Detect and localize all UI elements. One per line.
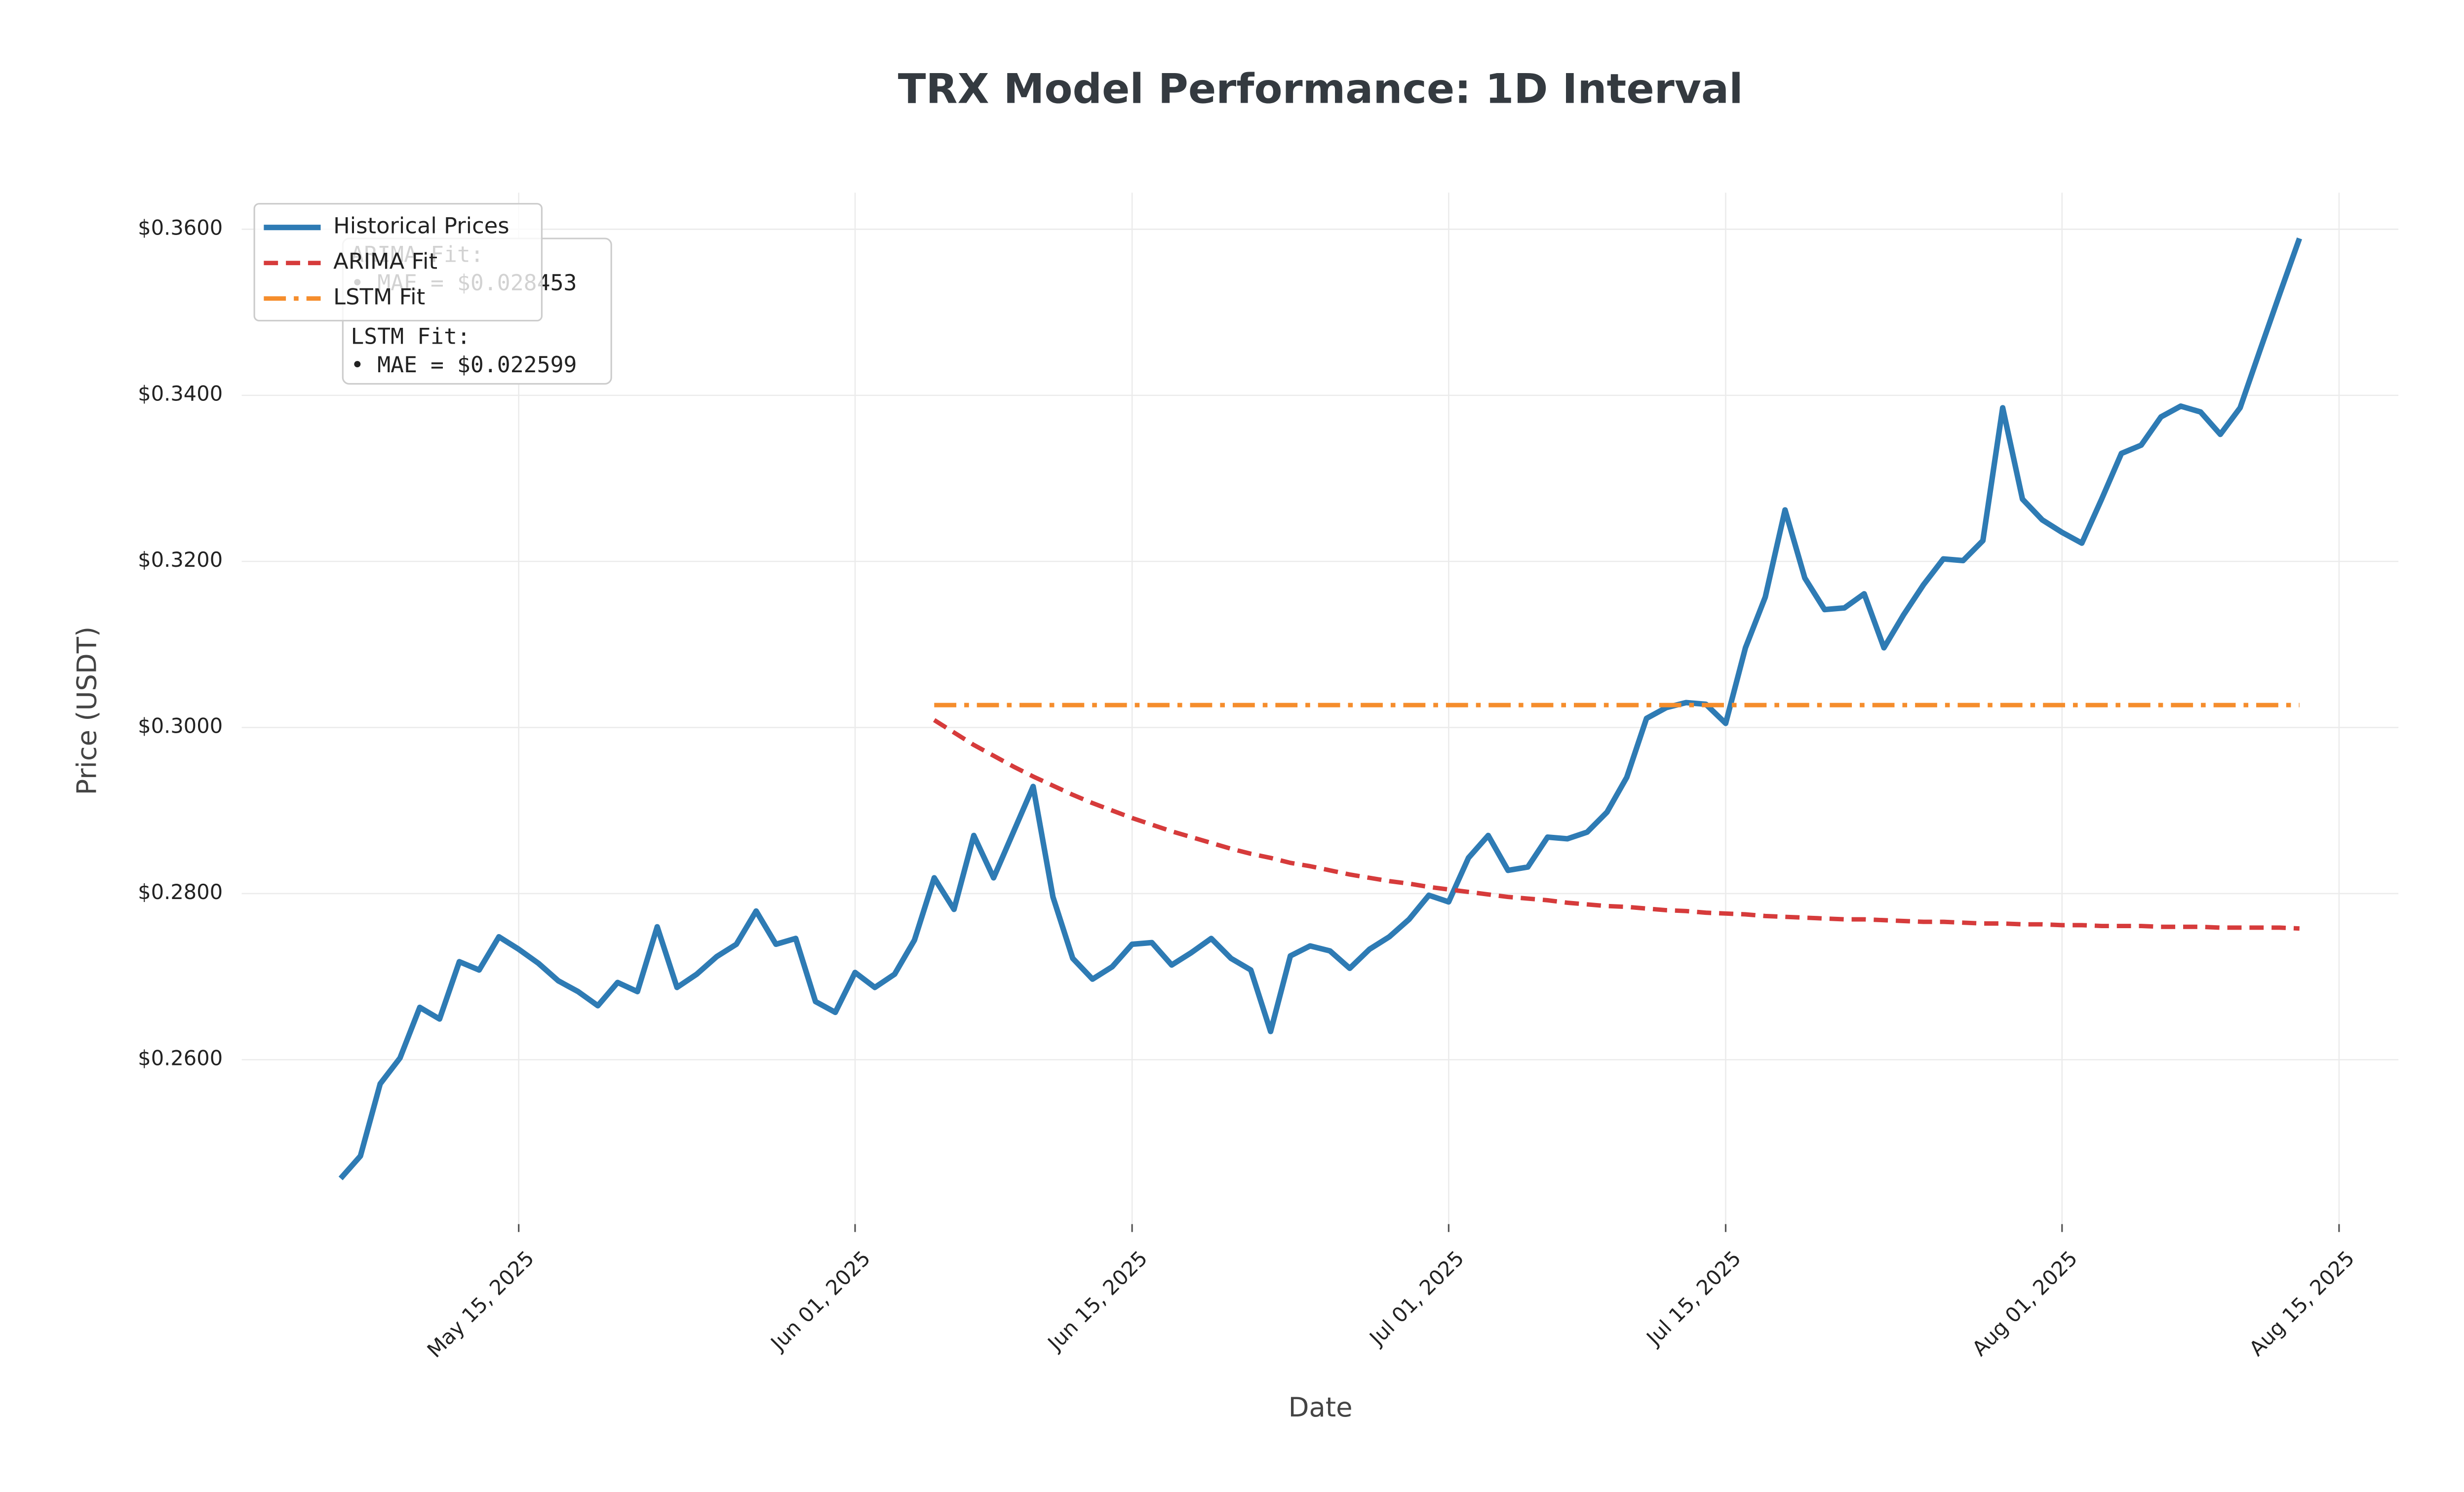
y-tick-label: $0.2600 bbox=[138, 1046, 223, 1070]
x-tick-label: Jul 15, 2025 bbox=[1641, 1246, 1746, 1351]
series-line bbox=[933, 718, 2300, 931]
y-tick-label: $0.3400 bbox=[138, 382, 223, 406]
x-tick-label: Jul 01, 2025 bbox=[1364, 1246, 1469, 1351]
y-tick-label: $0.3000 bbox=[138, 714, 223, 738]
chart-title: TRX Model Performance: 1D Interval bbox=[898, 65, 1743, 113]
legend-label: Historical Prices bbox=[333, 213, 509, 239]
x-tick-label: Aug 01, 2025 bbox=[1967, 1246, 2082, 1361]
y-axis-label: Price (USDT) bbox=[71, 627, 102, 795]
legend-label: ARIMA Fit bbox=[333, 248, 437, 275]
y-tick-label: $0.2800 bbox=[138, 880, 223, 904]
legend: Historical Prices ARIMA Fit LSTM Fit bbox=[253, 203, 543, 322]
x-axis-label: Date bbox=[1289, 1392, 1353, 1423]
x-tick-label: Jun 15, 2025 bbox=[1042, 1246, 1152, 1356]
y-tick-label: $0.3200 bbox=[138, 548, 223, 572]
annotation-title: LSTM Fit: bbox=[351, 323, 470, 350]
x-tick-label: Jun 01, 2025 bbox=[765, 1246, 875, 1356]
annotation-text: • MAE = $0.022599 bbox=[351, 352, 577, 378]
legend-label: LSTM Fit bbox=[333, 284, 425, 310]
series-line bbox=[338, 237, 2303, 1180]
x-tick-label: Aug 15, 2025 bbox=[2244, 1246, 2359, 1361]
y-tick-label: $0.3600 bbox=[138, 215, 223, 239]
legend-box bbox=[253, 203, 543, 322]
x-tick-label: May 15, 2025 bbox=[422, 1246, 539, 1363]
